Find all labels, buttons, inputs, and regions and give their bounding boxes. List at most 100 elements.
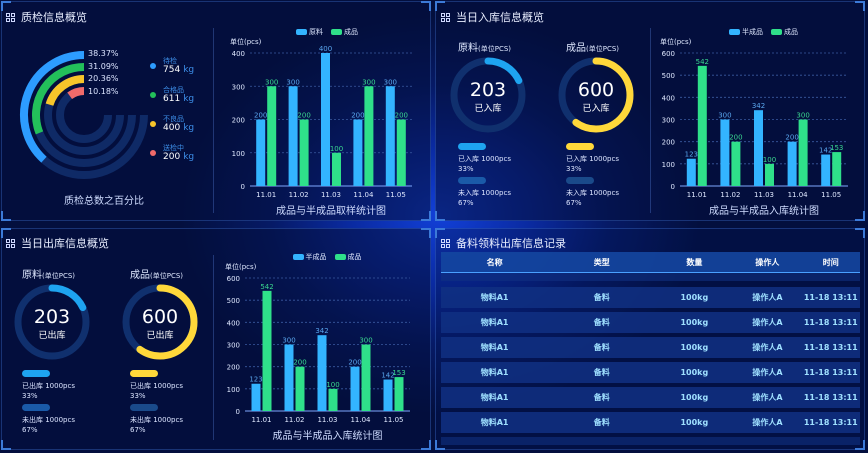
ring-legend-name: 不良品 — [163, 115, 184, 123]
ring-arc — [32, 63, 85, 135]
y-tick-label: 300 — [232, 83, 245, 91]
corner-bracket — [855, 440, 865, 450]
table-cell: 操作人A — [752, 293, 783, 302]
ring-legend-amount: 400 kg — [163, 123, 194, 133]
bar-value-label: 542 — [260, 283, 273, 291]
table-cell: 备料 — [593, 393, 610, 402]
grid-icon — [441, 12, 450, 22]
amount-unit: kg — [183, 123, 195, 133]
todo-text: 未入库 1000pcs — [566, 189, 619, 197]
corner-bracket — [1, 228, 11, 238]
legend-label: 半成品 — [742, 28, 763, 36]
legend-item[interactable]: 半成品 — [292, 252, 327, 262]
bar-value-label: 100 — [326, 381, 339, 389]
bar-value-label: 342 — [752, 102, 765, 110]
table-cell: 操作人A — [752, 343, 783, 352]
ring-percent: 38.37% — [88, 49, 119, 58]
bar — [332, 152, 341, 186]
y-tick-label: 200 — [232, 117, 245, 125]
amount-value: 400 — [163, 123, 181, 133]
column-header: 时间 — [822, 257, 839, 267]
corner-bracket — [435, 440, 445, 450]
y-tick-label: 300 — [227, 342, 240, 350]
legend-item[interactable]: 成品 — [334, 252, 362, 262]
gauge-title: 成品(单位PCS) — [130, 266, 183, 281]
legend-swatch-icon — [292, 254, 304, 260]
table-row[interactable]: 物料A1 备料 100kg 操作人A 11-18 13:11 — [441, 387, 860, 408]
legend-item[interactable]: 原料 — [296, 27, 323, 37]
table-row[interactable]: 物料A1 备料 100kg 操作人A 11-18 13:11 — [441, 312, 860, 333]
table-cell: 备料 — [593, 293, 610, 302]
bar — [832, 152, 842, 186]
y-tick-label: 500 — [662, 72, 675, 80]
done-bar — [22, 370, 50, 377]
table-row[interactable]: 物料A1 备料 100kg 操作人A 11-18 13:11 — [441, 362, 860, 383]
legend-label: 原料 — [309, 28, 323, 36]
bar-value-label: 200 — [254, 112, 267, 120]
bar-value-label: 142 — [381, 372, 394, 380]
y-tick-label: 400 — [232, 50, 245, 58]
bar — [267, 86, 277, 186]
y-tick-label: 100 — [662, 161, 675, 169]
gauge-unit: (单位PCS) — [42, 272, 76, 280]
gauge-title: 成品(单位PCS) — [566, 39, 619, 54]
table-cell: 操作人A — [752, 393, 783, 402]
table-cell: 100kg — [680, 368, 709, 377]
gauge-label: 已入库 — [582, 104, 610, 114]
gauge-arc — [14, 284, 90, 360]
table-cell: 11-18 13:11 — [803, 393, 858, 402]
table-row[interactable]: 物料A1 备料 100kg 操作人A 11-18 13:11 — [441, 337, 860, 358]
corner-bracket — [421, 1, 431, 11]
bar — [299, 119, 309, 186]
bar — [754, 110, 763, 186]
y-tick-label: 100 — [227, 386, 240, 394]
done-bar — [566, 143, 594, 150]
corner-bracket — [421, 228, 431, 238]
legend-item[interactable]: 成品 — [771, 27, 798, 37]
column-header: 数量 — [686, 257, 703, 267]
todo-pct: 67% — [22, 426, 38, 434]
legend-swatch-icon — [331, 29, 342, 35]
table-cell: 100kg — [680, 343, 709, 352]
table-row[interactable]: 物料A1 备料 100kg 操作人A 11-18 13:11 — [441, 287, 860, 308]
legend-item[interactable]: 半成品 — [729, 27, 763, 37]
x-tick-label: 11.03 — [321, 191, 341, 199]
corner-bracket — [421, 440, 431, 450]
corner-bracket — [855, 228, 865, 238]
bar — [394, 377, 404, 411]
gauge-unit: (单位PCS) — [150, 272, 184, 280]
table-row[interactable]: 物料A1 备料 100kg 操作人A 11-18 13:11 — [441, 412, 860, 433]
x-tick-label: 11.05 — [383, 416, 403, 424]
done-pct: 33% — [566, 165, 582, 173]
table-cell: 物料A1 — [480, 343, 509, 352]
done-pct: 33% — [458, 165, 474, 173]
todo-pct: 67% — [566, 199, 582, 207]
corner-bracket — [435, 1, 445, 11]
gauge-title: 原料(单位PCS) — [22, 266, 75, 281]
bar-value-label: 200 — [729, 134, 742, 142]
table-cell: 100kg — [680, 393, 709, 402]
bar-value-label: 123 — [685, 151, 698, 159]
bar-value-label: 200 — [297, 112, 310, 120]
legend-dot-icon — [150, 92, 156, 98]
y-tick-label: 400 — [662, 94, 675, 102]
amount-value: 200 — [163, 152, 181, 162]
gauge-title: 原料(单位PCS) — [458, 39, 511, 54]
grid-icon — [6, 12, 15, 22]
bar — [288, 86, 298, 186]
bar — [686, 158, 696, 186]
bar — [731, 141, 741, 186]
legend-item[interactable]: 成品 — [331, 27, 358, 37]
inbound-title-text: 当日入库信息概览 — [456, 11, 544, 24]
divider — [213, 28, 214, 213]
table-cell: 物料A1 — [480, 393, 509, 402]
bar-value-label: 300 — [362, 78, 375, 86]
legend-label: 成品 — [347, 253, 362, 261]
x-tick-label: 11.02 — [720, 191, 740, 199]
y-axis-label: 单位(pcs) — [230, 37, 262, 46]
table-cell: 11-18 13:11 — [803, 368, 858, 377]
done-text: 已入库 1000pcs — [458, 155, 511, 163]
done-text: 已入库 1000pcs — [566, 155, 619, 163]
corner-bracket — [421, 211, 431, 221]
table-cell: 备料 — [593, 368, 610, 377]
